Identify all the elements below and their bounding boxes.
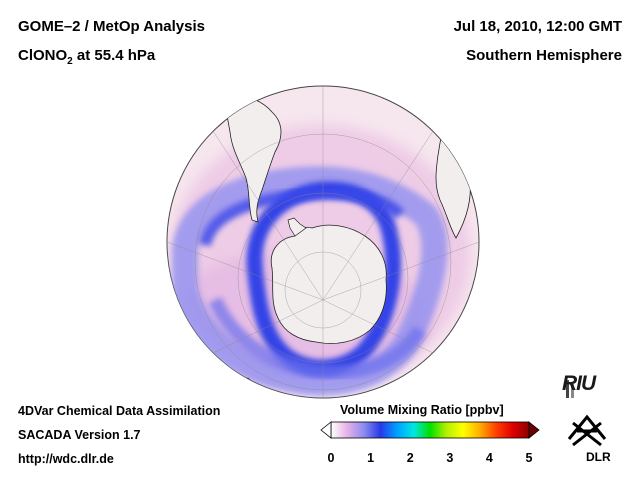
pressure-level: at 55.4 hPa: [72, 47, 156, 64]
colorbar-max-arrow: [528, 421, 540, 439]
colorbar-tick-label: 1: [367, 451, 375, 465]
colorbar-tick-label: 0: [327, 451, 335, 465]
footer-url: http://wdc.dlr.de: [18, 452, 114, 466]
dlr-logo-text: DLR: [586, 450, 611, 464]
colorbar-tick-label: 3: [446, 451, 454, 465]
antarctic-peninsula: [287, 217, 307, 237]
footer-line-1: 4DVar Chemical Data Assimilation: [18, 404, 221, 418]
title-line-2: ClONO2 at 55.4 hPa: [18, 47, 155, 67]
colorbar-min-arrow: [320, 421, 332, 439]
colorbar-title: Volume Mixing Ratio [ppbv]: [340, 403, 504, 417]
south-arc: [208, 296, 426, 380]
outer-collar-band: [172, 166, 448, 396]
footer-line-2: SACADA Version 1.7: [18, 428, 141, 442]
colorbar-body: [330, 421, 530, 439]
riu-logo-text: RIU: [562, 372, 596, 395]
title-line-1: GOME–2 / MetOp Analysis: [18, 18, 205, 35]
globe: [166, 85, 480, 399]
graticule: [167, 86, 479, 398]
south-america: [225, 93, 282, 223]
antarctica: [270, 224, 387, 344]
polar-vortex-outer-arc: [199, 187, 405, 247]
colorbar-tick-label: 2: [406, 451, 414, 465]
datetime-label: Jul 18, 2010, 12:00 GMT: [453, 18, 622, 35]
colorbar-tick-label: 4: [485, 451, 493, 465]
region-label: Southern Hemisphere: [466, 47, 622, 64]
australia-edge: [167, 329, 199, 373]
dlr-logo: [567, 414, 607, 447]
riu-logo-graphic: [566, 380, 574, 398]
species-subscript: 2: [67, 56, 73, 67]
colorbar: [320, 421, 540, 439]
species-name: ClONO: [18, 47, 68, 64]
colorbar-tick-label: 5: [525, 451, 533, 465]
